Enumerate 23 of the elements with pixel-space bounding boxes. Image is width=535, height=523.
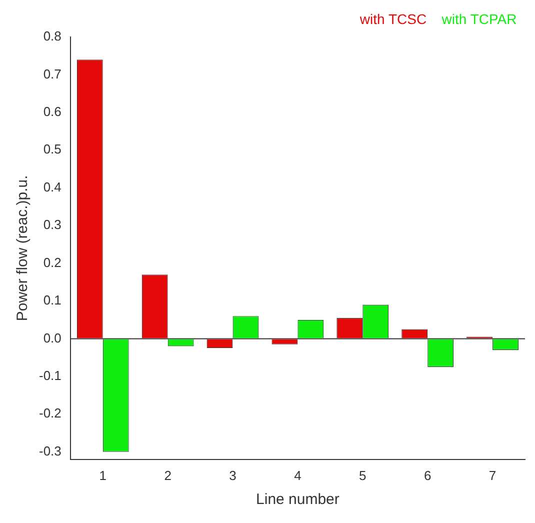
y-tick-label: 0.8 <box>43 28 62 44</box>
x-tick-label: 4 <box>294 468 302 483</box>
y-tick-label: -0.3 <box>38 443 62 458</box>
y-tick-label: -0.1 <box>38 368 62 384</box>
text: with TCSC <box>358 10 427 27</box>
y-tick-label: 0.2 <box>43 254 62 270</box>
y-tick-label: 0.3 <box>43 217 62 232</box>
text: with TCPAR <box>440 10 517 27</box>
y-tick-label: 0.5 <box>43 142 62 157</box>
y-tick-label: 0.7 <box>43 66 62 82</box>
x-tick-label: 7 <box>488 468 496 483</box>
y-tick-label: 0.6 <box>43 104 62 120</box>
x-tick-label: 1 <box>99 468 106 483</box>
x-tick-label: 3 <box>229 468 236 483</box>
y-tick-label: 0.1 <box>43 292 62 308</box>
y-tick-label: 0.4 <box>43 179 62 194</box>
x-tick-label: 6 <box>424 468 432 483</box>
x-tick-label: 5 <box>359 468 366 483</box>
y-axis-title: Power flow (reac.)p.u. <box>14 175 32 322</box>
x-axis-title: Line number <box>256 491 340 508</box>
y-tick-label: -0.2 <box>38 406 62 421</box>
y-tick-label: 0.0 <box>43 330 62 346</box>
x-tick-label: 2 <box>164 468 172 483</box>
